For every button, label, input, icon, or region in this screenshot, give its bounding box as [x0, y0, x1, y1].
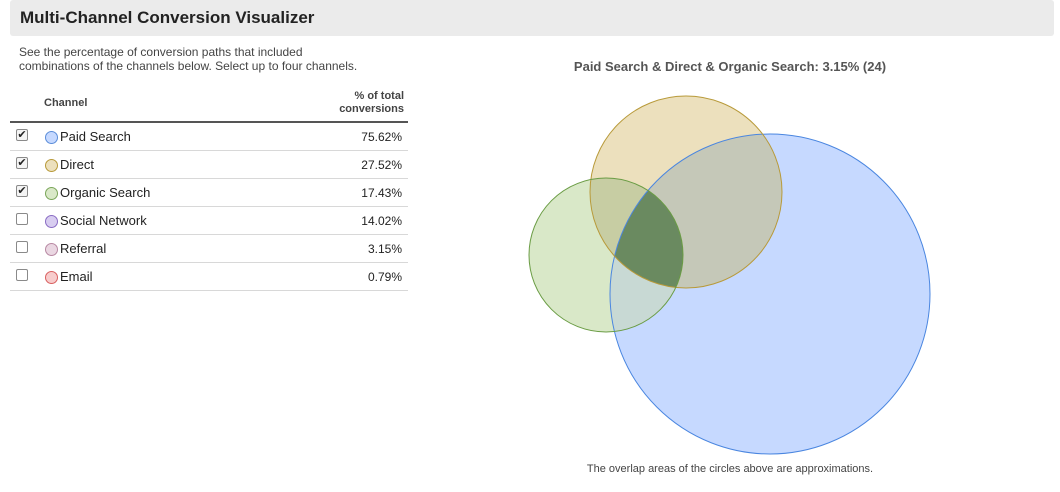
channel-row[interactable]: Referral 3.15% [10, 235, 408, 263]
column-header-percent: % of total conversions [314, 90, 404, 116]
channel-percent: 75.62% [361, 130, 402, 144]
column-header-percent-line2: conversions [339, 103, 404, 115]
channel-percent: 27.52% [361, 158, 402, 172]
channel-row[interactable]: Social Network 14.02% [10, 207, 408, 235]
intro-line-1: See the percentage of conversion paths t… [19, 45, 303, 59]
channel-checkbox[interactable]: ✔ [16, 185, 28, 197]
channel-label: Social Network [60, 213, 147, 228]
channel-table: Channel % of total conversions ✔ Paid Sea… [10, 87, 408, 291]
channel-label: Email [60, 269, 93, 284]
channel-color-swatch [45, 131, 58, 144]
venn-footnote: The overlap areas of the circles above a… [586, 463, 874, 475]
channel-checkbox[interactable]: ✔ [16, 129, 28, 141]
channel-checkbox[interactable] [16, 241, 28, 253]
outline-direct [589, 95, 783, 289]
channel-row[interactable]: ✔ Organic Search 17.43% [10, 179, 408, 207]
channel-row[interactable]: Email 0.79% [10, 263, 408, 291]
channel-percent: 17.43% [361, 186, 402, 200]
channel-checkbox[interactable] [16, 269, 28, 281]
channel-label: Referral [60, 241, 107, 256]
channel-color-swatch [45, 187, 58, 200]
column-header-percent-line1: % of total [354, 90, 405, 102]
table-header: Channel % of total conversions [10, 87, 408, 123]
channel-label: Organic Search [60, 185, 151, 200]
channel-checkbox[interactable] [16, 213, 28, 225]
channel-percent: 0.79% [367, 270, 402, 284]
overlap-all-three [610, 178, 683, 288]
channel-label: Direct [60, 157, 94, 172]
channel-checkbox[interactable]: ✔ [16, 157, 28, 169]
table-body: ✔ Paid Search 75.62% ✔ Direct 27.52% ✔ Organic … [10, 123, 408, 291]
channel-row[interactable]: ✔ Paid Search 75.62% [10, 123, 408, 151]
outline-organic-search [528, 177, 684, 333]
channel-color-swatch [45, 243, 58, 256]
outline-paid-search [609, 133, 931, 455]
channel-color-swatch [45, 271, 58, 284]
column-header-channel: Channel [44, 97, 88, 109]
page-header: Multi-Channel Conversion Visualizer [10, 0, 1054, 36]
channel-label: Paid Search [60, 129, 131, 144]
channel-percent: 14.02% [361, 214, 402, 228]
channel-percent: 3.15% [367, 242, 402, 256]
channel-color-swatch [45, 159, 58, 172]
page-title: Multi-Channel Conversion Visualizer [20, 8, 315, 27]
venn-title: Paid Search & Direct & Organic Search: 3… [573, 59, 887, 74]
intro-text: See the percentage of conversion paths t… [19, 45, 409, 73]
channel-row[interactable]: ✔ Direct 27.52% [10, 151, 408, 179]
intro-line-2: combinations of the channels below. Sele… [19, 59, 358, 73]
channel-color-swatch [45, 215, 58, 228]
